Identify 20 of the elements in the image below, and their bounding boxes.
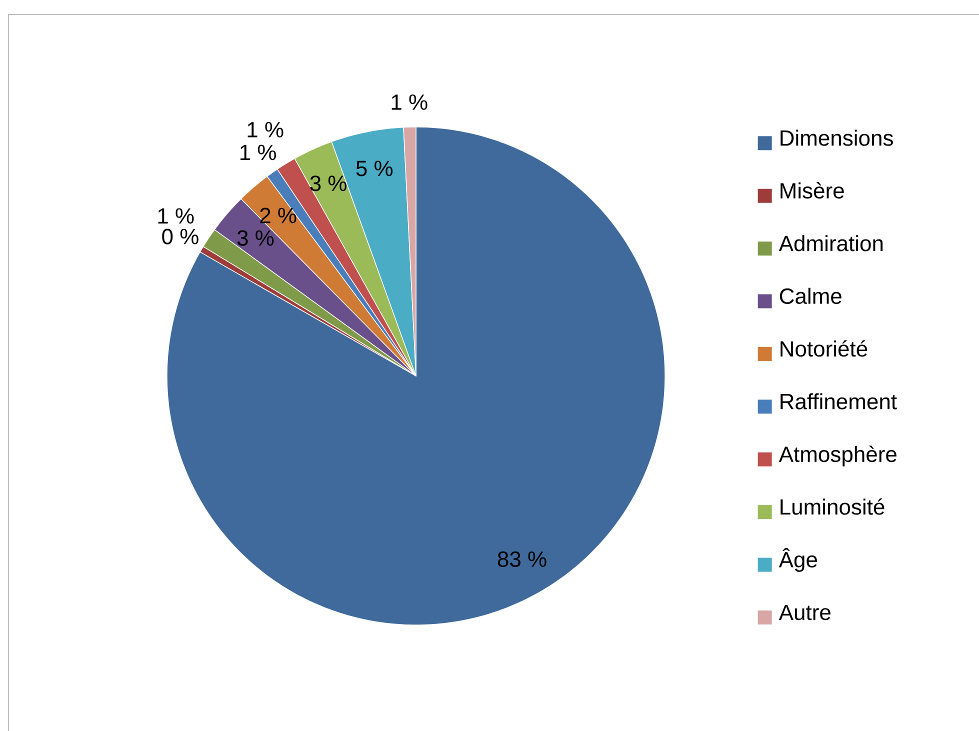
data-label: 3 % — [310, 176, 346, 192]
legend-label: Calme — [780, 288, 842, 304]
data-label: 1 % — [158, 208, 194, 224]
data-label: 83 % — [498, 551, 546, 567]
data-label: 3 % — [237, 230, 274, 246]
legend-label: Admiration — [778, 235, 883, 252]
legend-label: Notoriété — [780, 340, 868, 357]
data-label: 1 % — [392, 94, 428, 110]
legend-label: Raffinement — [780, 393, 897, 410]
data-label: 2 % — [260, 208, 296, 224]
legend-label: Atmosphère — [778, 446, 896, 466]
data-label: 5 % — [356, 160, 393, 176]
legend-label: Âge — [778, 548, 818, 572]
legend-label: Autre — [778, 604, 830, 620]
legend-label: Luminosité — [780, 498, 884, 515]
legend-label: Misère — [780, 182, 844, 199]
data-label: 1 % — [248, 122, 284, 138]
data-label: 1 % — [240, 144, 276, 160]
data-label: 0 % — [162, 228, 198, 244]
legend-label: Dimensions — [780, 130, 893, 146]
